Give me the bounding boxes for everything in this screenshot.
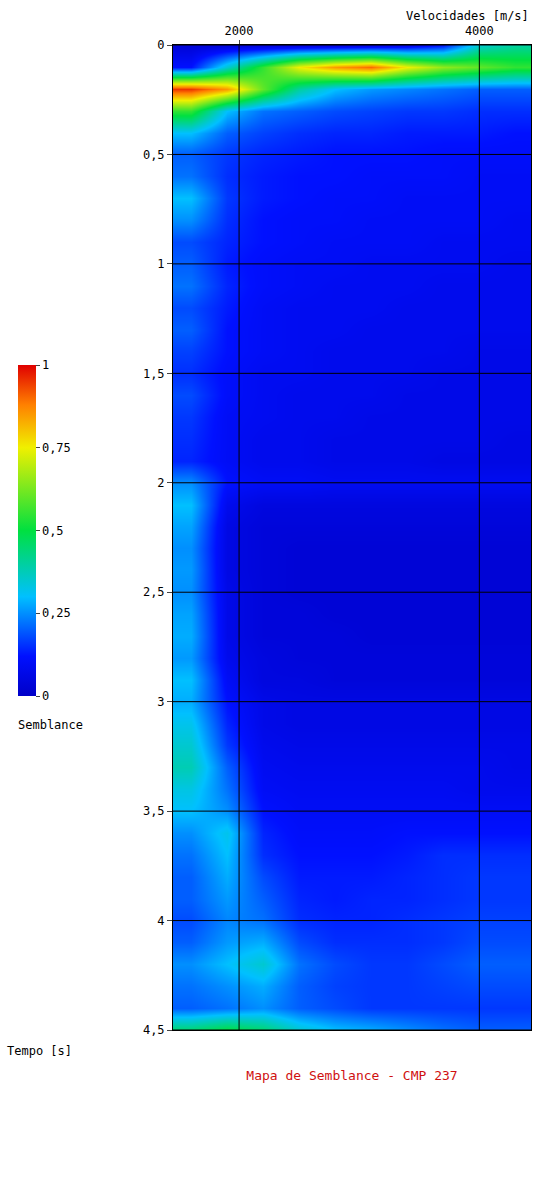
svg-text:Tempo [s]: Tempo [s] — [7, 1044, 72, 1058]
svg-text:4000: 4000 — [465, 24, 494, 38]
svg-text:0,5: 0,5 — [42, 524, 64, 538]
svg-text:2000: 2000 — [225, 24, 254, 38]
svg-text:2: 2 — [157, 476, 164, 490]
svg-text:0,75: 0,75 — [42, 441, 71, 455]
svg-text:1: 1 — [157, 257, 164, 271]
svg-text:Mapa de Semblance - CMP 237: Mapa de Semblance - CMP 237 — [246, 1068, 457, 1083]
svg-text:1: 1 — [42, 358, 49, 372]
svg-text:1,5: 1,5 — [143, 367, 165, 381]
svg-text:4: 4 — [157, 914, 164, 928]
svg-text:0,5: 0,5 — [143, 148, 165, 162]
svg-text:0: 0 — [42, 689, 49, 703]
svg-text:Semblance: Semblance — [18, 718, 83, 732]
svg-text:0: 0 — [157, 38, 164, 52]
svg-text:3: 3 — [157, 695, 164, 709]
svg-text:0,25: 0,25 — [42, 606, 71, 620]
svg-text:2,5: 2,5 — [143, 585, 165, 599]
svg-text:4,5: 4,5 — [143, 1023, 165, 1037]
svg-text:Velocidades [m/s]: Velocidades [m/s] — [406, 9, 529, 23]
svg-text:3,5: 3,5 — [143, 804, 165, 818]
